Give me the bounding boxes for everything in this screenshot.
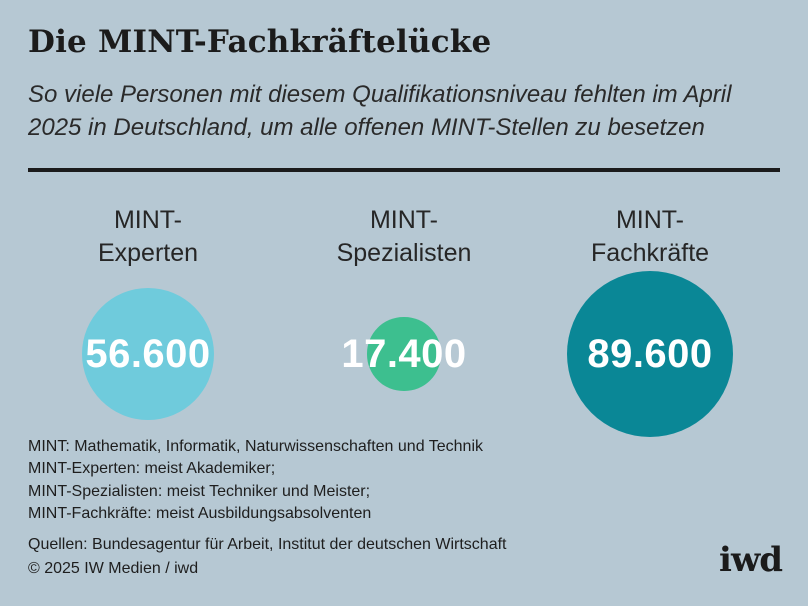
- value-label: 17.400: [341, 332, 467, 376]
- source-credits: Quellen: Bundesagentur für Arbeit, Insti…: [28, 533, 506, 580]
- bubble-area: [28, 274, 268, 434]
- footnote-line: MINT-Fachkräfte: meist Ausbildungsabsolv…: [28, 504, 372, 522]
- chart-subtitle: So viele Personen mit diesem Qualifikati…: [28, 81, 732, 141]
- footnote-line: MINT-Spezialisten: meist Techniker und M…: [28, 482, 371, 500]
- chart-title: Die MINT-Fachkräftelücke: [28, 24, 492, 60]
- iwd-logo: iwd: [719, 540, 783, 580]
- value-label: 56.600: [85, 332, 211, 376]
- bubble-mark: [367, 317, 441, 391]
- divider-rule: [28, 168, 780, 172]
- category-label-line: MINT-: [615, 206, 685, 234]
- bubble-column-spezialisten: MINT- Spezialisten 17.400: [284, 204, 524, 391]
- category-label: MINT- Experten: [28, 204, 268, 270]
- category-label-line: Experten: [97, 239, 199, 267]
- copyright-line: © 2025 IW Medien / iwd: [28, 559, 199, 577]
- category-label-line: MINT-: [369, 206, 439, 234]
- bubble-mark: [82, 288, 214, 420]
- category-label-line: MINT-: [113, 206, 183, 234]
- footnotes: MINT: Mathematik, Informatik, Naturwisse…: [28, 436, 483, 525]
- category-label: MINT- Fachkräfte: [530, 204, 770, 270]
- footnote-line: MINT: Mathematik, Informatik, Naturwisse…: [28, 438, 483, 455]
- bubble-area: [530, 271, 770, 437]
- category-label-line: Fachkräfte: [590, 239, 710, 267]
- bubble-column-experten: MINT- Experten 56.600: [28, 204, 268, 420]
- bubble-area: [284, 274, 524, 434]
- footnote-line: MINT-Experten: meist Akademiker;: [28, 460, 276, 478]
- bubble-mark: [567, 271, 733, 437]
- category-label: MINT- Spezialisten: [284, 204, 524, 270]
- bubble-column-fachkraefte: MINT- Fachkräfte 89.600: [530, 204, 770, 437]
- category-label-line: Spezialisten: [336, 239, 472, 267]
- value-label: 89.600: [587, 332, 713, 376]
- source-line: Quellen: Bundesagentur für Arbeit, Insti…: [28, 536, 507, 553]
